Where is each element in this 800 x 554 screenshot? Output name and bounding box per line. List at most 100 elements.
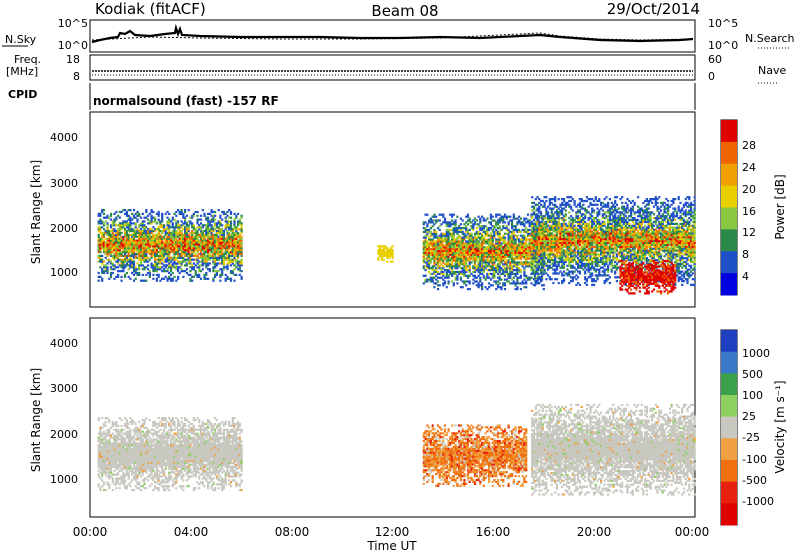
power-cell: [523, 278, 526, 281]
power-cell: [150, 245, 153, 248]
power-cell: [132, 249, 136, 252]
power-cell: [532, 253, 535, 256]
power-cell: [582, 203, 585, 206]
power-cell: [468, 217, 471, 220]
power-cell: [598, 209, 601, 212]
power-cell: [139, 239, 143, 242]
power-cell: [155, 262, 158, 265]
power-cell: [384, 245, 387, 248]
power-cell: [436, 240, 440, 243]
power-cell: [191, 235, 194, 238]
power-cell: [386, 256, 389, 259]
power-cell: [571, 243, 574, 246]
power-cell: [452, 228, 455, 232]
power-cell: [486, 274, 489, 277]
power-cell: [438, 219, 441, 222]
power-cell: [600, 259, 603, 262]
power-cell: [454, 251, 457, 254]
power-cell: [568, 270, 571, 273]
power-cell: [131, 212, 134, 215]
power-cell: [201, 249, 204, 252]
power-cell: [548, 234, 551, 237]
power-cell: [502, 236, 505, 239]
power-cell: [589, 272, 592, 275]
power-cell: [138, 230, 141, 233]
power-cell: [168, 277, 171, 280]
power-cell: [573, 251, 576, 254]
power-cell: [445, 242, 448, 245]
power-cell: [465, 267, 468, 270]
power-cell: [521, 234, 524, 237]
power-cell: [199, 218, 203, 221]
power-cell: [536, 230, 539, 233]
power-cell: [429, 217, 432, 220]
power-cell: [391, 254, 394, 257]
power-cell: [148, 241, 151, 244]
power-cell: [447, 253, 450, 256]
power-cell: [592, 239, 596, 243]
power-cell: [155, 279, 158, 282]
power-cell: [173, 241, 176, 244]
power-cell: [104, 220, 107, 223]
power-cell: [512, 215, 515, 218]
power-cell: [541, 255, 544, 258]
power-cell: [222, 243, 225, 246]
power-cell: [433, 272, 436, 275]
power-cell: [473, 221, 477, 224]
power-cell: [428, 255, 431, 258]
power-cell: [554, 245, 557, 248]
power-cell: [514, 248, 517, 251]
power-cell: [571, 198, 574, 201]
power-cell: [559, 251, 562, 254]
power-cell: [493, 269, 496, 272]
power-cell: [545, 209, 548, 212]
power-cell: [429, 261, 432, 264]
power-cell: [178, 241, 181, 244]
power-cell: [134, 254, 137, 257]
power-cell: [592, 236, 596, 239]
power-cell: [222, 260, 225, 263]
power-cell: [180, 262, 183, 265]
power-cell: [523, 234, 526, 237]
power-cell: [573, 226, 576, 229]
power-cell: [587, 198, 590, 201]
power-cell: [543, 255, 546, 258]
power-cell: [596, 259, 599, 262]
power-cell: [589, 241, 592, 244]
power-cell: [129, 226, 132, 229]
power-cell: [147, 237, 150, 240]
power-cell: [503, 269, 507, 272]
power-cell: [150, 241, 153, 244]
power-cell: [438, 242, 441, 245]
power-cell: [468, 221, 471, 224]
power-cell: [465, 265, 468, 268]
power-cell: [429, 227, 432, 230]
power-cell: [562, 230, 566, 233]
power-cell: [101, 268, 104, 271]
power-cell: [111, 239, 114, 242]
power-cell: [548, 239, 551, 243]
power-cell: [547, 257, 550, 260]
power-cell: [189, 222, 192, 225]
power-cell: [122, 266, 125, 269]
power-cell: [145, 233, 148, 236]
power-cell: [523, 246, 526, 249]
power-cell: [591, 260, 594, 264]
power-cell: [445, 270, 448, 274]
power-cell: [171, 251, 174, 254]
power-cell: [219, 228, 222, 231]
power-cell: [99, 241, 102, 244]
power-cell: [454, 257, 457, 260]
power-cell: [168, 266, 171, 269]
power-cell: [550, 215, 553, 218]
power-cell: [512, 238, 515, 241]
power-cell: [106, 270, 109, 273]
power-cell: [111, 245, 114, 248]
power-cell: [435, 251, 438, 254]
power-cell: [199, 237, 203, 240]
power-cell: [175, 245, 178, 248]
power-cell: [438, 246, 441, 249]
power-cell: [507, 265, 510, 268]
power-cell: [452, 238, 455, 241]
power-cell: [198, 275, 201, 278]
